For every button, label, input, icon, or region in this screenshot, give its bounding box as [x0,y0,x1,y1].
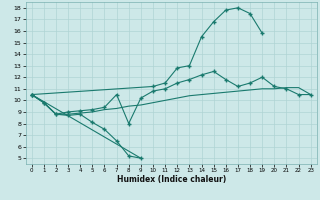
X-axis label: Humidex (Indice chaleur): Humidex (Indice chaleur) [116,175,226,184]
